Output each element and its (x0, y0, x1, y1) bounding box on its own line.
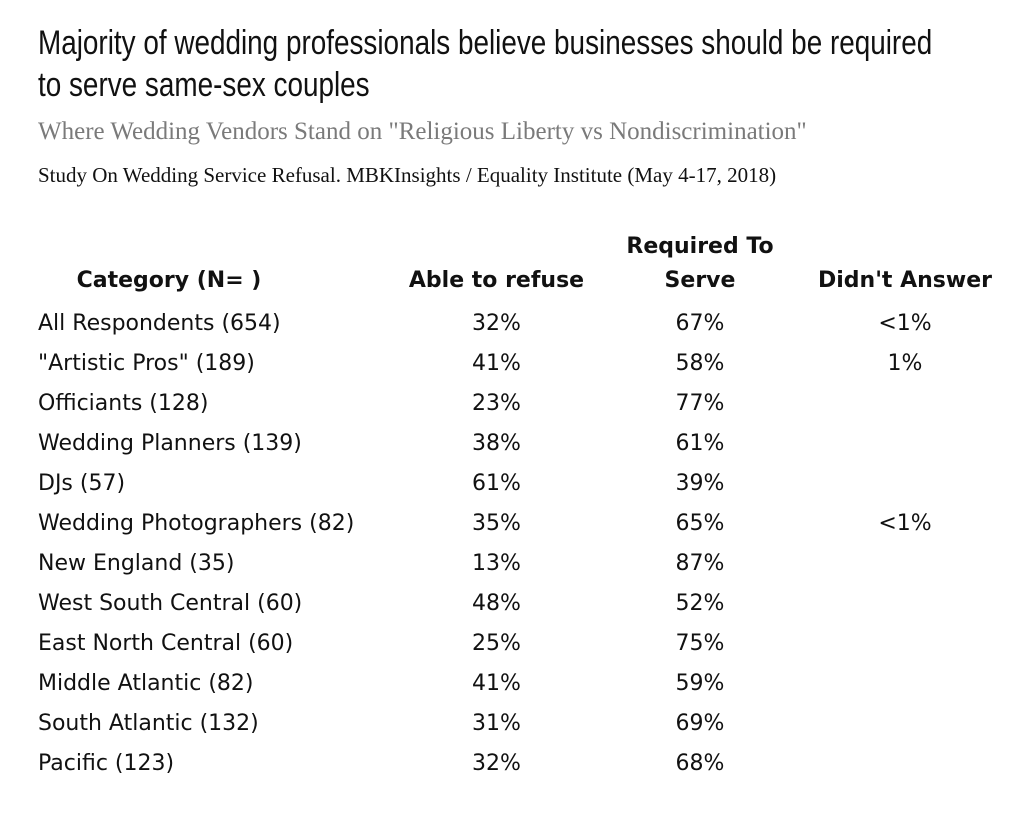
cell-category: East North Central (60) (38, 631, 294, 656)
table-header-row: Category (N= ) Able to refuse Required T… (30, 230, 1005, 304)
cell-required-to-serve: 65% (675, 511, 725, 536)
cell-didnt-answer: <1% (878, 311, 932, 336)
table-row: East North Central (60) 25% 75% (30, 624, 1005, 664)
table-row: South Atlantic (132) 31% 69% (30, 704, 1005, 744)
cell-didnt-answer: <1% (878, 511, 932, 536)
cell-didnt-answer (805, 624, 1005, 664)
cell-able-to-refuse: 13% (472, 551, 521, 576)
header-required-line-2: Serve (664, 268, 736, 293)
cell-category: All Respondents (654) (38, 311, 281, 336)
cell-able-to-refuse: 41% (472, 671, 521, 696)
cell-required-to-serve: 75% (675, 631, 725, 656)
cell-able-to-refuse: 41% (472, 351, 521, 376)
cell-category: Wedding Photographers (82) (38, 511, 355, 536)
cell-able-to-refuse: 35% (472, 511, 521, 536)
cell-category: "Artistic Pros" (189) (38, 351, 255, 376)
header-required-line-1: Required To (626, 234, 774, 259)
results-table: Category (N= ) Able to refuse Required T… (30, 230, 1005, 784)
cell-category: Wedding Planners (139) (38, 431, 302, 456)
cell-category: Officiants (128) (38, 391, 209, 416)
chart-source: Study On Wedding Service Refusal. MBKIns… (38, 163, 777, 187)
cell-required-to-serve: 68% (675, 751, 725, 776)
header-category: Category (N= ) (76, 268, 262, 293)
cell-didnt-answer (805, 384, 1005, 424)
table-row: All Respondents (654) 32% 67% <1% (30, 304, 1005, 344)
cell-category: DJs (57) (38, 471, 126, 496)
table-row: DJs (57) 61% 39% (30, 464, 1005, 504)
cell-didnt-answer (805, 464, 1005, 504)
cell-required-to-serve: 87% (675, 551, 725, 576)
cell-required-to-serve: 52% (675, 591, 725, 616)
cell-able-to-refuse: 32% (472, 751, 521, 776)
header-didnt-answer: Didn't Answer (817, 268, 992, 293)
table-row: New England (35) 13% 87% (30, 544, 1005, 584)
table-row: Middle Atlantic (82) 41% 59% (30, 664, 1005, 704)
cell-able-to-refuse: 23% (472, 391, 521, 416)
cell-required-to-serve: 61% (675, 431, 725, 456)
cell-required-to-serve: 69% (675, 711, 725, 736)
table-row: Pacific (123) 32% 68% (30, 744, 1005, 784)
cell-able-to-refuse: 32% (472, 311, 521, 336)
cell-category: New England (35) (38, 551, 235, 576)
chart-subtitle: Where Wedding Vendors Stand on "Religiou… (38, 118, 807, 145)
table-body: All Respondents (654) 32% 67% <1% "Artistic … (30, 304, 1005, 784)
cell-didnt-answer (805, 424, 1005, 464)
cell-didnt-answer (805, 704, 1005, 744)
cell-able-to-refuse: 48% (472, 591, 521, 616)
cell-required-to-serve: 59% (675, 671, 725, 696)
table-row: Wedding Planners (139) 38% 61% (30, 424, 1005, 464)
cell-able-to-refuse: 61% (472, 471, 521, 496)
table-row: "Artistic Pros" (189) 41% 58% 1% (30, 344, 1005, 384)
cell-didnt-answer (805, 664, 1005, 704)
chart-title-line-1: Majority of wedding professionals believ… (38, 24, 933, 62)
chart-title-line-2: to serve same-sex couples (38, 66, 370, 104)
cell-didnt-answer (805, 544, 1005, 584)
cell-category: Middle Atlantic (82) (38, 671, 254, 696)
table-row: Officiants (128) 23% 77% (30, 384, 1005, 424)
table-row: Wedding Photographers (82) 35% 65% <1% (30, 504, 1005, 544)
cell-didnt-answer (805, 584, 1005, 624)
cell-required-to-serve: 58% (675, 351, 725, 376)
header-required-to-serve: Required To Serve (595, 230, 805, 304)
cell-able-to-refuse: 31% (472, 711, 521, 736)
table-row: West South Central (60) 48% 52% (30, 584, 1005, 624)
cell-category: South Atlantic (132) (38, 711, 259, 736)
cell-required-to-serve: 67% (675, 311, 725, 336)
cell-able-to-refuse: 38% (472, 431, 521, 456)
cell-didnt-answer (805, 744, 1005, 784)
cell-required-to-serve: 39% (675, 471, 725, 496)
cell-required-to-serve: 77% (675, 391, 725, 416)
cell-didnt-answer: 1% (887, 351, 923, 376)
header-able-to-refuse: Able to refuse (408, 268, 585, 293)
cell-able-to-refuse: 25% (472, 631, 521, 656)
chart-title: Majority of wedding professionals believ… (38, 22, 933, 106)
cell-category: Pacific (123) (38, 751, 175, 776)
cell-category: West South Central (60) (38, 591, 303, 616)
